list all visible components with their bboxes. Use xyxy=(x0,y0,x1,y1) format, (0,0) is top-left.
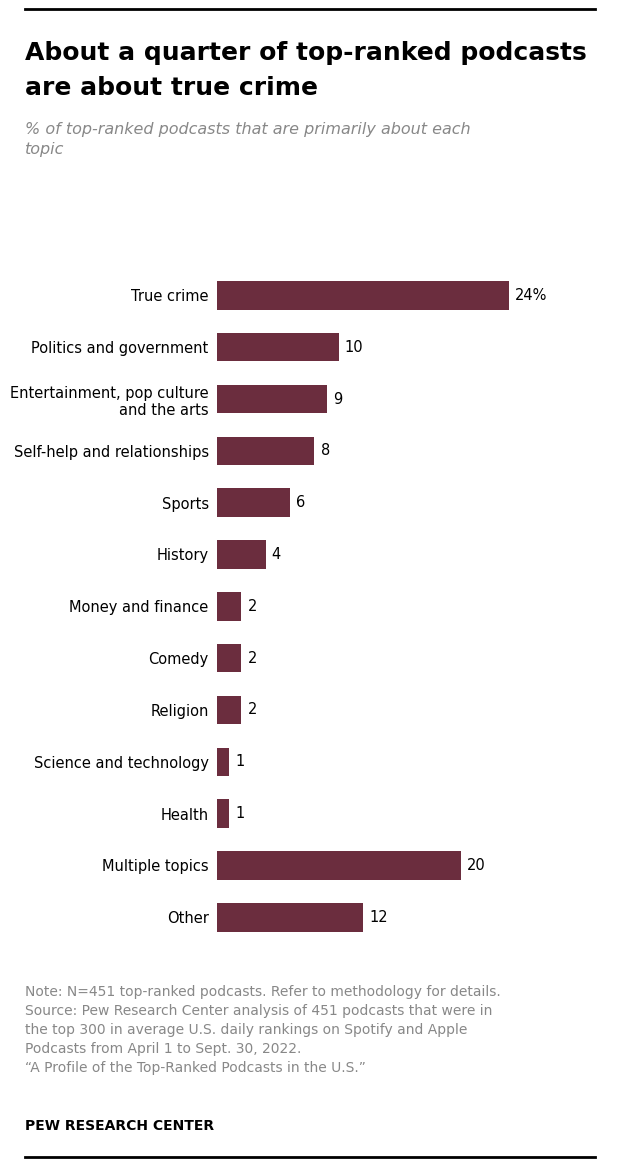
Text: 24%: 24% xyxy=(515,288,547,303)
Text: PEW RESEARCH CENTER: PEW RESEARCH CENTER xyxy=(25,1119,214,1133)
Text: 8: 8 xyxy=(321,443,330,458)
Bar xyxy=(217,436,314,465)
Text: 20: 20 xyxy=(467,858,485,873)
Text: 1: 1 xyxy=(235,754,244,770)
Bar xyxy=(217,333,339,361)
Text: % of top-ranked podcasts that are primarily about each
topic: % of top-ranked podcasts that are primar… xyxy=(25,122,471,157)
Bar xyxy=(217,800,229,828)
Bar xyxy=(217,489,290,517)
Text: 2: 2 xyxy=(247,702,257,717)
Bar xyxy=(217,851,461,879)
Text: are about true crime: are about true crime xyxy=(25,76,318,100)
Bar xyxy=(217,902,363,932)
Text: 1: 1 xyxy=(235,806,244,821)
Bar xyxy=(217,696,241,724)
Text: 2: 2 xyxy=(247,599,257,613)
Bar xyxy=(217,644,241,673)
Bar xyxy=(217,281,509,310)
Text: About a quarter of top-ranked podcasts: About a quarter of top-ranked podcasts xyxy=(25,41,587,65)
Bar xyxy=(217,592,241,620)
Bar xyxy=(217,540,266,569)
Text: 10: 10 xyxy=(345,339,363,354)
Text: 2: 2 xyxy=(247,651,257,666)
Text: 12: 12 xyxy=(370,909,388,925)
Text: Note: N=451 top-ranked podcasts. Refer to methodology for details.
Source: Pew R: Note: N=451 top-ranked podcasts. Refer t… xyxy=(25,985,500,1075)
Bar xyxy=(217,747,229,777)
Bar xyxy=(217,385,327,413)
Text: 4: 4 xyxy=(272,547,281,562)
Text: 9: 9 xyxy=(333,392,342,407)
Text: 6: 6 xyxy=(296,496,306,511)
